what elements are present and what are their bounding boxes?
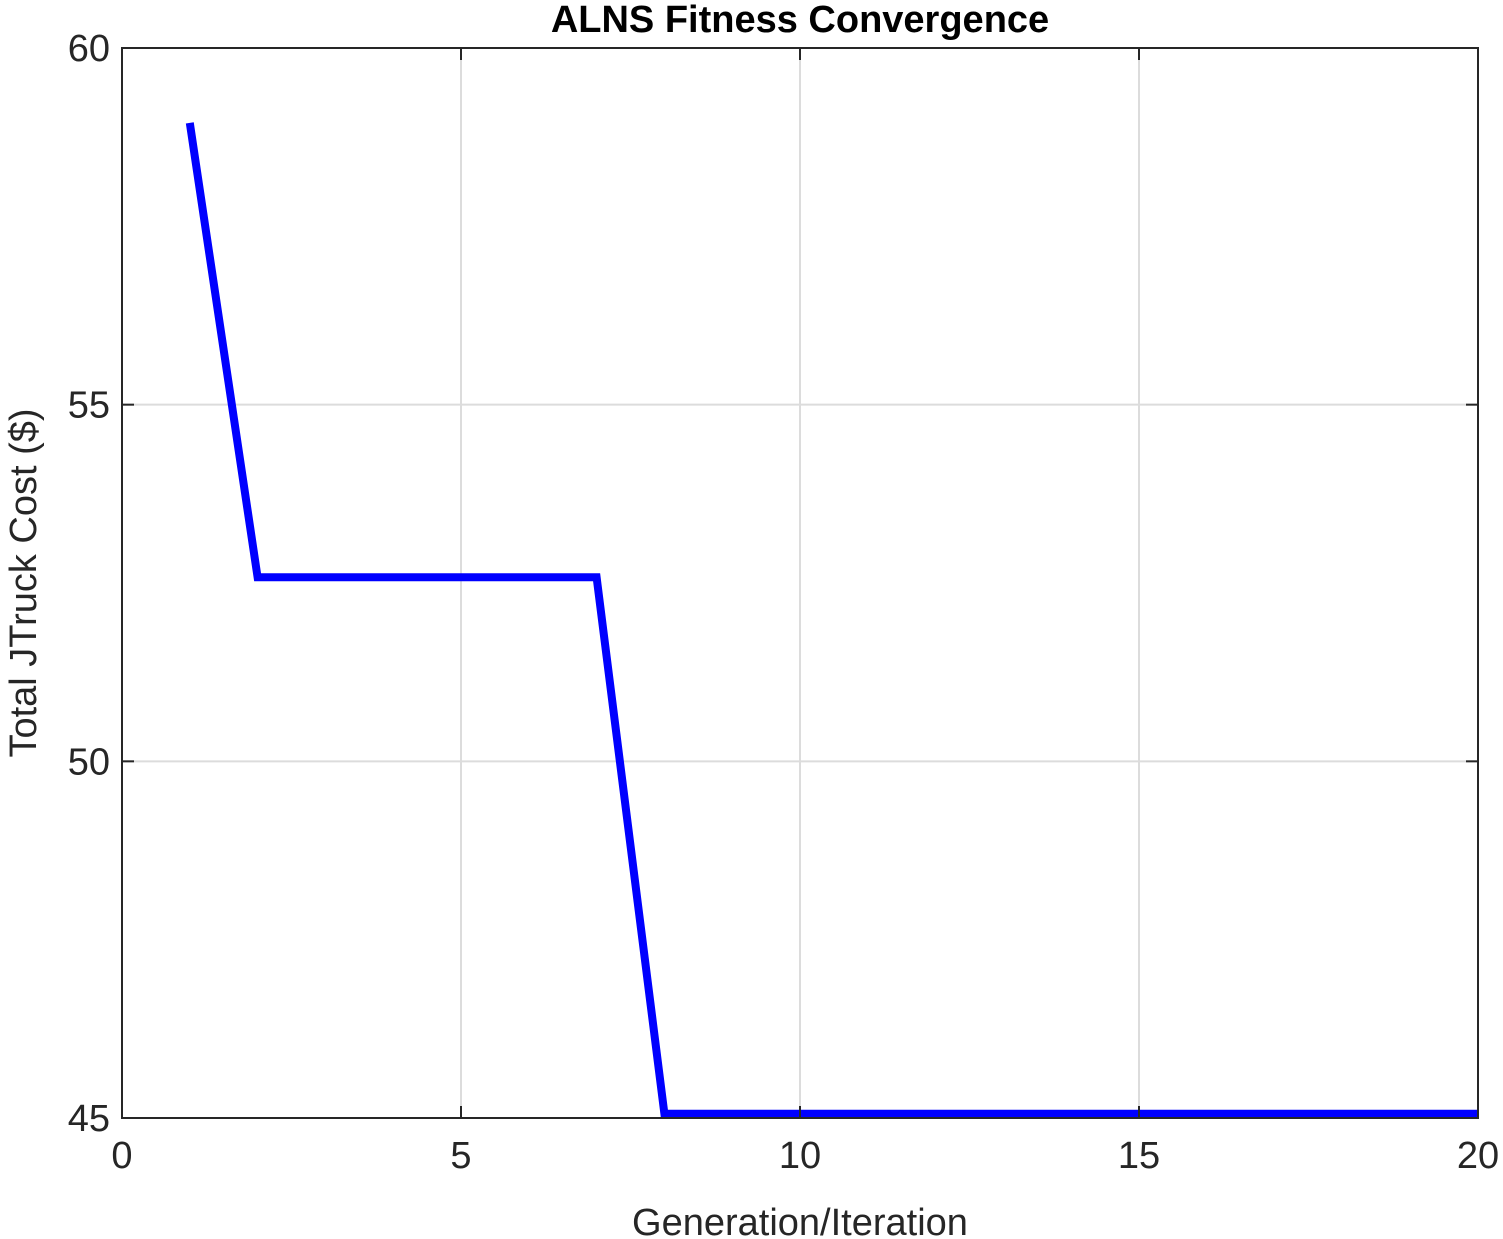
chart-title: ALNS Fitness Convergence: [551, 0, 1049, 41]
x-tick-label: 10: [779, 1135, 821, 1177]
y-axis-label: Total JTruck Cost ($): [3, 408, 45, 757]
x-tick-labels: 0 5 10 15 20: [111, 1135, 1499, 1177]
y-tick-label: 45: [68, 1098, 110, 1140]
x-tick-label: 15: [1118, 1135, 1160, 1177]
y-tick-label: 60: [68, 28, 110, 70]
x-tick-label: 20: [1457, 1135, 1499, 1177]
x-axis-label: Generation/Iteration: [632, 1202, 968, 1239]
y-tick-labels: 45 50 55 60: [68, 28, 110, 1140]
series-layer: [185, 122, 1478, 1118]
grid-lines: [122, 48, 1478, 1118]
x-tick-label: 0: [111, 1135, 132, 1177]
y-tick-label: 55: [68, 385, 110, 427]
series-line: [185, 122, 1478, 1118]
y-tick-label: 50: [68, 741, 110, 783]
tick-marks: [121, 47, 1479, 1119]
x-tick-label: 5: [450, 1135, 471, 1177]
